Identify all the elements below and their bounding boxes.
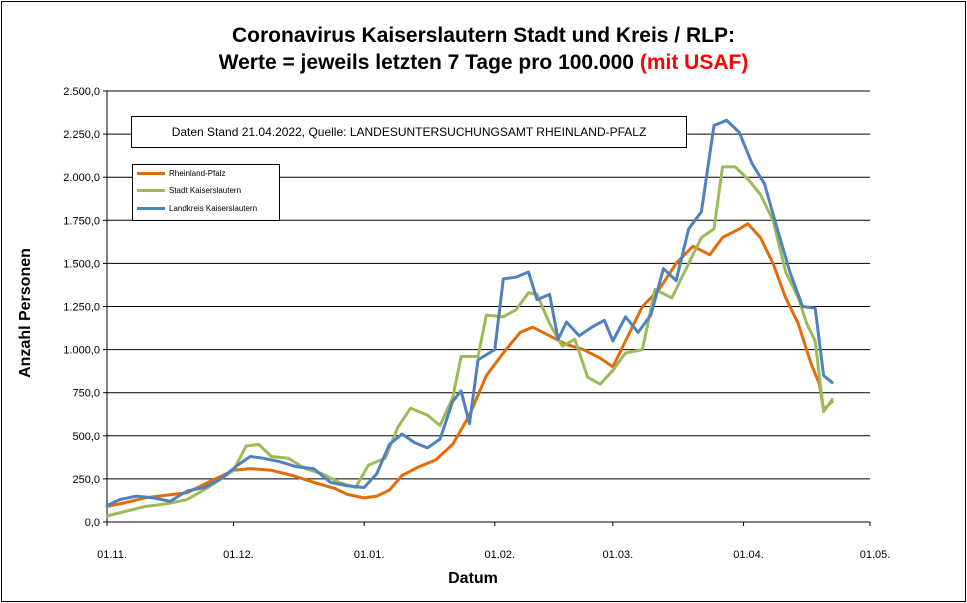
y-tick-label: 1.250,0	[63, 302, 100, 314]
y-tick-label: 1.000,0	[63, 345, 100, 357]
x-tick-label: 01.12.	[223, 549, 254, 561]
legend-label-stadt: Stadt Kaiserslautern	[169, 186, 242, 195]
legend: Rheinland-Pfalz Stadt Kaiserslautern Lan…	[132, 164, 280, 221]
legend-swatch-landkreis	[137, 207, 165, 211]
y-tick-label: 250,0	[72, 474, 100, 486]
x-tick-label: 01.01.	[354, 549, 385, 561]
x-tick-label: 01.02.	[485, 549, 516, 561]
series-line-landkreis-kaiserslautern	[105, 118, 834, 508]
x-tick-labels: 01.11. 01.12. 01.01. 01.02. 01.03. 01.04. 01.0…	[97, 549, 890, 561]
x-tick-label: 01.05.	[860, 549, 891, 561]
y-tick-label: 500,0	[72, 431, 100, 443]
series-lines	[105, 118, 834, 518]
chart-title-main: Werte = jeweils letzten 7 Tage pro 100.0…	[218, 51, 634, 74]
legend-swatch-rlp	[137, 172, 165, 176]
series-line-rheinland-pfalz	[105, 222, 834, 508]
y-tick-labels: 0,0 250,0 500,0 750,0 1.000,0 1.250,0 1.500,0 1…	[63, 86, 100, 529]
x-tick-label: 01.04.	[733, 549, 764, 561]
gridlines	[107, 90, 870, 480]
y-tick-label: 0,0	[85, 517, 100, 529]
legend-item-landkreis: Landkreis Kaiserslautern	[137, 203, 257, 215]
y-tick-label: 1.500,0	[63, 258, 100, 270]
chart-title-highlight: (mit USAF)	[639, 51, 749, 74]
legend-label-rlp: Rheinland-Pfalz	[169, 169, 226, 178]
y-tick-label: 1.750,0	[63, 215, 100, 227]
x-axis-label: Datum	[448, 570, 498, 587]
y-tick-label: 2.000,0	[63, 172, 100, 184]
data-source-note: Daten Stand 21.04.2022, Quelle: LANDESUN…	[131, 116, 687, 148]
y-tick-label: 750,0	[72, 388, 100, 400]
series-line-stadt-kaiserslautern	[105, 165, 834, 518]
axes	[103, 90, 871, 526]
legend-swatch-stadt	[137, 189, 165, 193]
legend-item-rlp: Rheinland-Pfalz	[137, 168, 225, 180]
chart-title-line1: Coronavirus Kaiserslautern Stadt und Kre…	[232, 24, 735, 47]
x-tick-label: 01.03.	[603, 549, 634, 561]
legend-label-landkreis: Landkreis Kaiserslautern	[169, 204, 258, 213]
legend-item-stadt: Stadt Kaiserslautern	[137, 185, 241, 197]
y-axis-label: Anzahl Personen	[17, 248, 34, 378]
x-tick-label: 01.11.	[97, 549, 127, 561]
chart-title-line2: Werte = jeweils letzten 7 Tage pro 100.0…	[0, 51, 967, 75]
y-tick-label: 2.500,0	[63, 86, 100, 98]
y-tick-label: 2.250,0	[63, 129, 100, 141]
